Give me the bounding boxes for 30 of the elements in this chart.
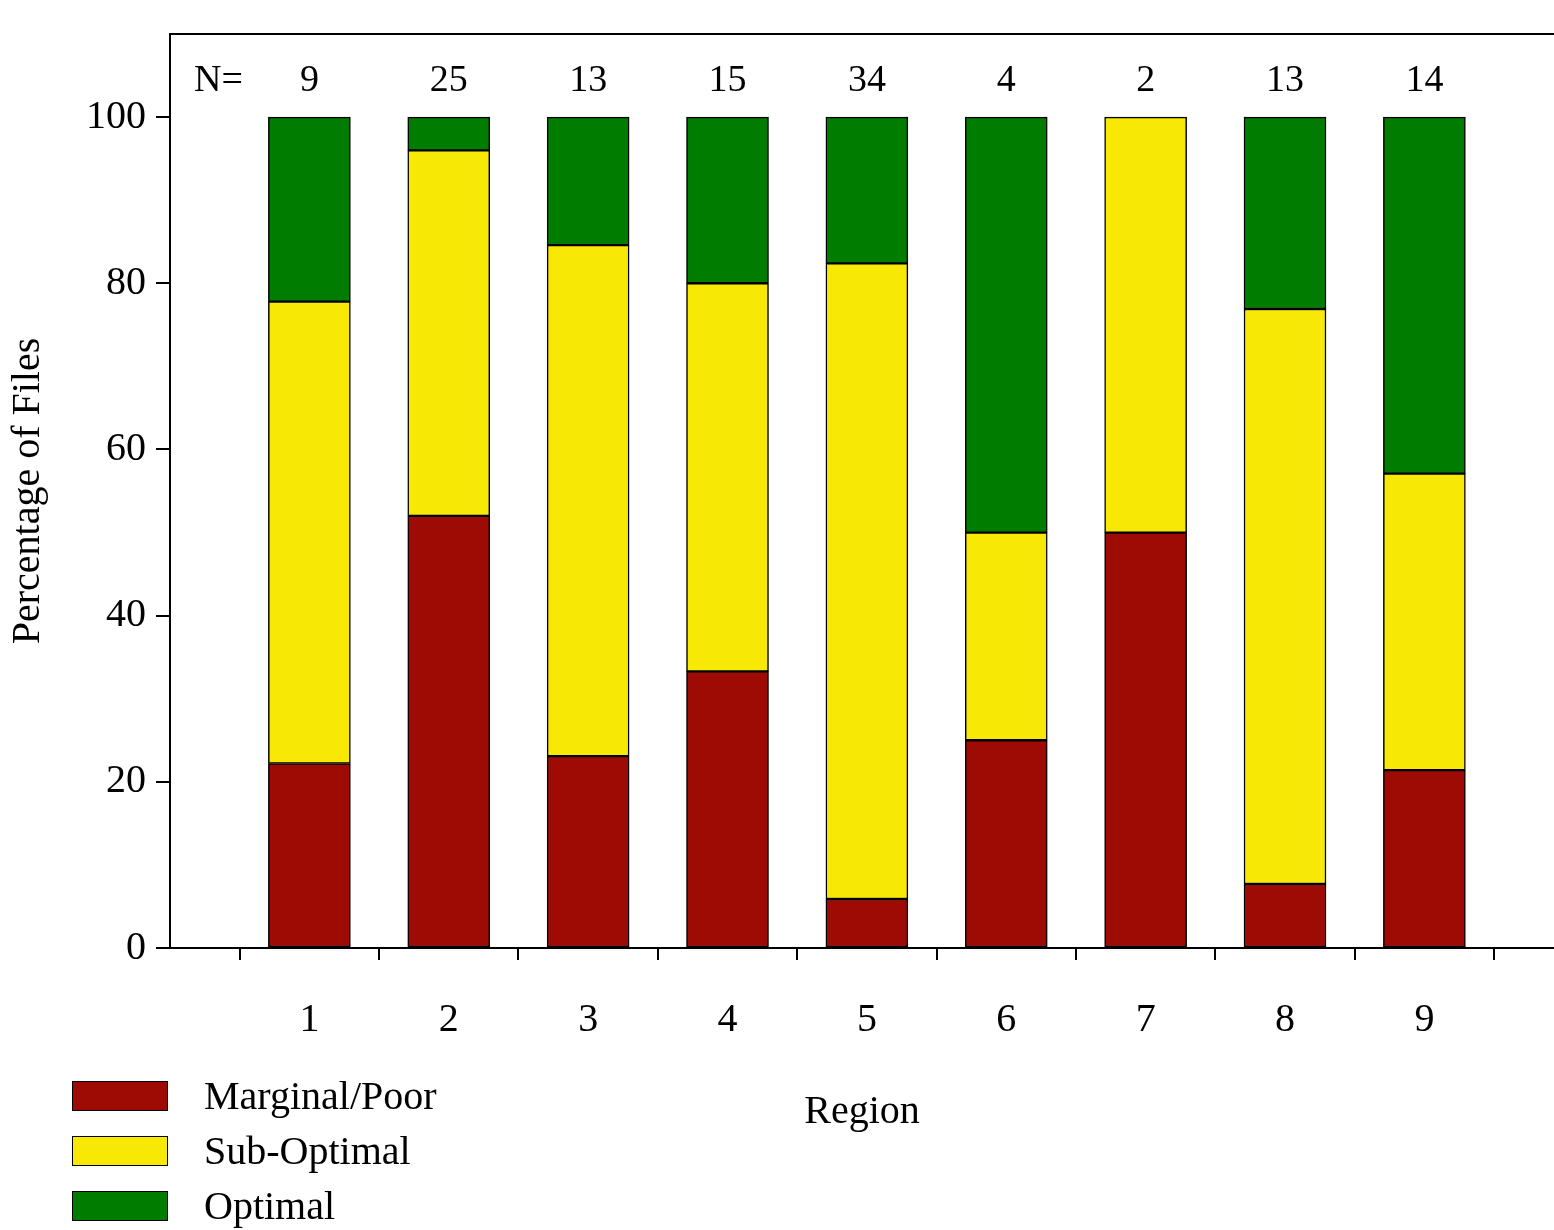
y-tick-label: 20	[106, 756, 146, 802]
y-tick-label: 100	[86, 91, 146, 137]
y-tick-label: 60	[106, 423, 146, 469]
x-tick-label: 7	[1135, 994, 1156, 1040]
annotation: 13	[569, 56, 608, 99]
annotation: 13	[1266, 56, 1305, 99]
legend-label: Marginal/Poor	[204, 1071, 437, 1120]
annotation: N=	[194, 56, 243, 99]
x-tick-label: 5	[856, 994, 877, 1040]
x-axis-title: Region	[804, 1086, 920, 1132]
annotation: 15	[708, 56, 747, 99]
y-axis-title: Percentage of Files	[2, 337, 48, 645]
x-tick-label: 6	[996, 994, 1017, 1040]
annotation: 4	[996, 56, 1016, 99]
annotation: 25	[429, 56, 468, 99]
annotation: 2	[1136, 56, 1156, 99]
legend-label: Sub-Optimal	[204, 1126, 411, 1175]
annotation: 14	[1405, 56, 1444, 99]
y-tick-label: 80	[106, 257, 146, 303]
annotation: 34	[847, 56, 886, 99]
x-tick-label: 3	[578, 994, 599, 1040]
y-tick-label: 0	[126, 922, 146, 968]
legend-label: Optimal	[204, 1181, 336, 1230]
y-tick-label: 40	[106, 590, 146, 636]
annotation: 9	[299, 56, 319, 99]
x-tick-label: 1	[299, 994, 320, 1040]
x-tick-label: 2	[438, 994, 459, 1040]
x-tick-label: 8	[1275, 994, 1296, 1040]
x-tick-label: 9	[1414, 994, 1435, 1040]
x-tick-label: 4	[717, 994, 738, 1040]
